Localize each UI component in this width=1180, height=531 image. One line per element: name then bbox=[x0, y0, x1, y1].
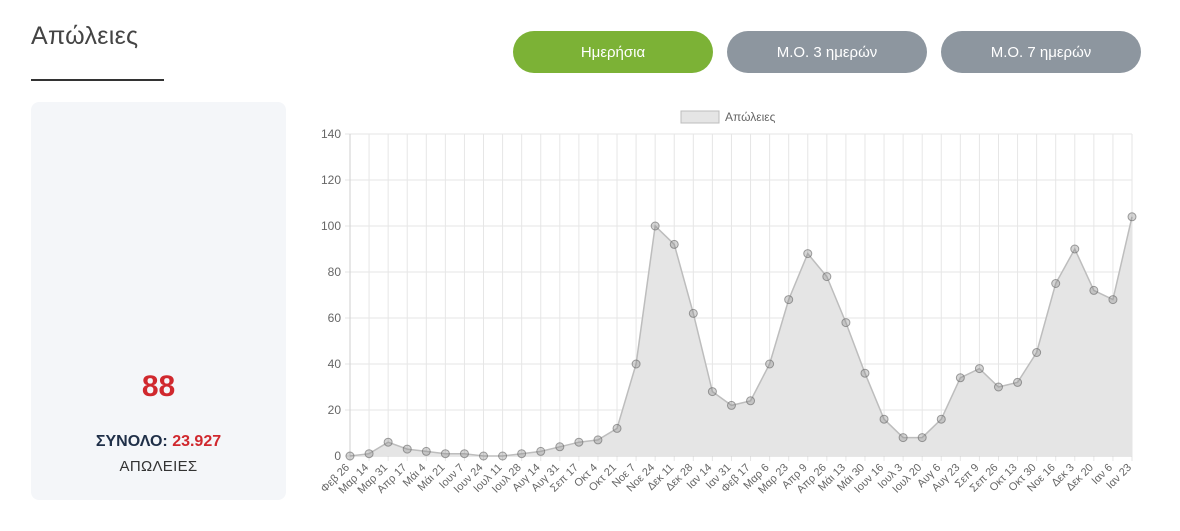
data-point bbox=[841, 318, 851, 328]
data-point bbox=[536, 446, 546, 456]
data-point bbox=[593, 435, 603, 445]
data-point bbox=[822, 272, 832, 282]
total-label: ΣΥΝΟΛΟ: bbox=[95, 433, 168, 450]
avg-3-days-button[interactable]: Μ.Ο. 3 ημερών bbox=[727, 31, 927, 73]
data-point bbox=[917, 433, 927, 443]
data-point bbox=[1013, 377, 1023, 387]
data-point bbox=[631, 359, 641, 369]
data-point bbox=[707, 387, 717, 397]
data-point bbox=[784, 295, 794, 305]
data-point bbox=[440, 449, 450, 459]
y-tick-label: 80 bbox=[328, 265, 342, 279]
data-point bbox=[1127, 212, 1137, 222]
data-point bbox=[402, 444, 412, 454]
data-point bbox=[1070, 244, 1080, 254]
data-point bbox=[993, 382, 1003, 392]
series-area bbox=[349, 216, 1133, 457]
y-tick-label: 0 bbox=[334, 449, 341, 463]
data-point bbox=[612, 423, 622, 433]
data-point bbox=[879, 414, 889, 424]
avg-7-days-button[interactable]: Μ.Ο. 7 ημερών bbox=[941, 31, 1141, 73]
y-axis-ticks: 0 20 40 60 80 100 120 140 bbox=[321, 127, 341, 463]
data-point bbox=[1032, 348, 1042, 357]
y-tick-label: 40 bbox=[328, 357, 342, 371]
data-point bbox=[974, 364, 984, 374]
daily-button[interactable]: Ημερήσια bbox=[513, 31, 713, 73]
y-tick-label: 140 bbox=[321, 127, 341, 141]
data-point bbox=[498, 451, 508, 461]
data-point bbox=[898, 433, 908, 443]
data-point bbox=[555, 442, 565, 452]
data-point bbox=[1051, 279, 1061, 288]
data-point bbox=[345, 451, 355, 461]
data-point bbox=[860, 368, 870, 378]
data-point bbox=[1108, 295, 1118, 305]
page-title: Απώλειες bbox=[31, 22, 139, 50]
total-line: ΣΥΝΟΛΟ: 23.927 bbox=[31, 433, 286, 451]
data-point bbox=[746, 396, 756, 406]
data-point bbox=[803, 249, 813, 259]
series-points bbox=[345, 212, 1137, 461]
total-value: 23.927 bbox=[172, 433, 222, 450]
data-point bbox=[383, 437, 393, 447]
chart-legend: Απώλειες bbox=[680, 110, 776, 124]
deaths-unit-label: ΑΠΩΛΕΙΕΣ bbox=[119, 458, 198, 475]
data-point bbox=[517, 449, 527, 459]
latest-deaths-value: 88 bbox=[141, 370, 176, 403]
series-line bbox=[349, 216, 1133, 457]
data-point bbox=[688, 308, 698, 318]
y-tick-label: 120 bbox=[321, 173, 341, 187]
legend-label: Απώλειες bbox=[725, 110, 776, 124]
data-point bbox=[669, 239, 679, 249]
summary-panel: 88 ΣΥΝΟΛΟ: 23.927 ΑΠΩΛΕΙΕΣ bbox=[31, 102, 286, 500]
data-point bbox=[955, 373, 965, 383]
series-fill bbox=[350, 216, 1132, 456]
data-point bbox=[364, 449, 374, 459]
data-point bbox=[765, 359, 775, 369]
data-point bbox=[479, 451, 489, 461]
data-point bbox=[726, 400, 736, 410]
y-tick-label: 60 bbox=[328, 311, 342, 325]
data-point bbox=[421, 446, 431, 456]
data-point bbox=[574, 437, 584, 447]
data-point bbox=[459, 449, 469, 459]
data-point bbox=[936, 414, 946, 424]
legend-swatch bbox=[680, 110, 720, 124]
y-tick-label: 20 bbox=[328, 403, 342, 417]
title-underline bbox=[31, 79, 164, 81]
data-point bbox=[1089, 285, 1099, 295]
y-tick-label: 100 bbox=[321, 219, 341, 233]
data-point bbox=[650, 221, 660, 231]
